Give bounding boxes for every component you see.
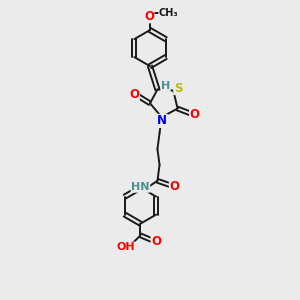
Text: HN: HN — [131, 182, 150, 192]
Text: O: O — [169, 180, 179, 193]
Text: O: O — [144, 10, 154, 23]
Text: CH₃: CH₃ — [159, 8, 178, 18]
Text: H: H — [161, 81, 170, 91]
Text: OH: OH — [117, 242, 135, 252]
Text: S: S — [174, 82, 182, 94]
Text: O: O — [129, 88, 139, 101]
Text: O: O — [190, 108, 200, 121]
Text: N: N — [157, 114, 167, 128]
Text: O: O — [151, 235, 161, 248]
